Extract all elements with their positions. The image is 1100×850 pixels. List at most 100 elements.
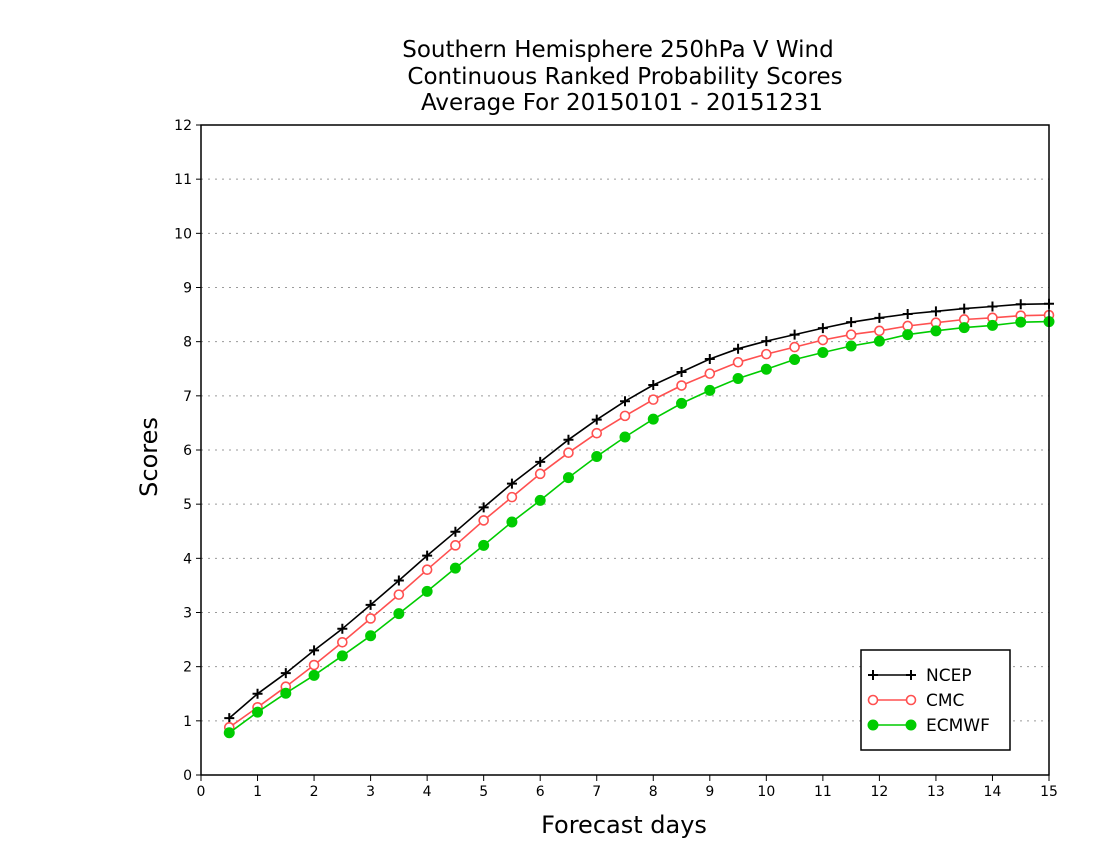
data-point-cmc — [789, 341, 800, 353]
plot-frame — [200, 124, 1050, 776]
x-tick-label: 1 — [253, 784, 262, 800]
gridlines — [201, 178, 1049, 722]
data-point-ncep — [563, 434, 574, 445]
data-point-ncep — [761, 336, 772, 347]
data-point-cmc — [591, 427, 603, 439]
data-point-ecmwf — [902, 329, 914, 341]
y-tick-label: 10 — [174, 226, 192, 242]
data-point-ncep — [930, 306, 941, 317]
data-point-ecmwf — [619, 431, 631, 443]
x-tick-label: 9 — [705, 784, 714, 800]
data-point-cmc — [534, 468, 546, 480]
x-tick-label: 13 — [927, 784, 945, 800]
x-tick-label: 14 — [984, 784, 1002, 800]
data-point-ecmwf — [478, 539, 490, 551]
data-point-ncep — [846, 317, 857, 328]
data-point-cmc — [845, 329, 857, 340]
data-point-ncep — [704, 354, 715, 364]
y-tick-label: 4 — [183, 551, 192, 567]
x-tick-label: 0 — [197, 784, 206, 800]
legend-label-ecmwf: ECMWF — [926, 716, 990, 736]
data-point-ncep — [422, 550, 433, 561]
data-point-ncep — [224, 713, 235, 724]
data-point-ecmwf — [704, 384, 716, 396]
data-point-ncep — [280, 668, 291, 679]
data-point-ncep — [393, 575, 404, 586]
x-tick-label: 2 — [310, 784, 319, 800]
legend-marker-ecmwf — [905, 719, 917, 731]
data-point-ncep — [535, 456, 546, 467]
data-point-ncep — [337, 623, 348, 634]
data-point-ecmwf — [676, 397, 688, 409]
data-point-ecmwf — [393, 608, 405, 620]
data-point-cmc — [619, 410, 631, 422]
legend-marker-ncep — [906, 670, 916, 680]
chart-title-line-2: Continuous Ranked Probability Scores — [407, 64, 842, 90]
data-point-ecmwf — [958, 322, 970, 334]
legend-marker-ncep — [868, 670, 878, 680]
data-point-ecmwf — [534, 494, 546, 506]
data-point-ecmwf — [591, 451, 603, 462]
data-point-cmc — [874, 325, 885, 337]
data-point-ecmwf — [280, 687, 292, 699]
data-point-cmc — [563, 447, 574, 459]
data-point-ecmwf — [365, 630, 377, 642]
data-point-ncep — [648, 380, 659, 390]
data-point-cmc — [817, 334, 829, 346]
data-point-ecmwf — [336, 650, 348, 662]
x-tick-label: 15 — [1040, 784, 1058, 800]
y-tick-label: 9 — [183, 281, 192, 297]
y-tick-label: 0 — [183, 768, 192, 784]
y-tick-label: 5 — [183, 497, 192, 513]
legend-entry-ncep: NCEP — [868, 666, 972, 686]
x-tick-label: 3 — [366, 784, 375, 800]
data-point-ncep — [365, 599, 376, 610]
x-tick-label: 5 — [479, 784, 488, 800]
data-point-ncep — [902, 309, 913, 320]
data-point-ncep — [987, 301, 998, 312]
x-tick-label: 11 — [814, 784, 832, 800]
legend-marker-ecmwf — [867, 719, 879, 731]
series-ncep — [224, 298, 1054, 724]
legend-marker-cmc — [905, 694, 917, 706]
y-tick-label: 12 — [174, 118, 192, 134]
data-point-ecmwf — [817, 347, 829, 358]
data-point-cmc — [337, 636, 348, 648]
y-tick-label: 8 — [183, 335, 192, 351]
data-point-ncep — [450, 526, 461, 537]
data-point-cmc — [902, 320, 913, 332]
data-point-cmc — [450, 540, 461, 551]
data-point-ecmwf — [760, 363, 772, 375]
data-point-ncep — [506, 478, 517, 489]
data-point-ncep — [959, 303, 970, 314]
data-point-ecmwf — [421, 585, 433, 597]
data-point-ncep — [591, 414, 602, 425]
x-axis-ticks: 0 1 2 3 4 5 6 7 8 9 10 11 12 13 14 15 — [197, 775, 1058, 800]
data-point-ncep — [1015, 299, 1026, 310]
data-point-ncep — [620, 396, 630, 407]
data-point-ncep — [478, 502, 489, 513]
x-tick-label: 8 — [649, 784, 658, 800]
data-point-ncep — [817, 323, 828, 334]
y-tick-label: 7 — [183, 389, 192, 405]
data-point-ecmwf — [789, 354, 801, 366]
data-point-ecmwf — [873, 335, 885, 347]
x-tick-label: 6 — [536, 784, 545, 800]
chart-title-line-1: Southern Hemisphere 250hPa V Wind — [402, 37, 833, 63]
data-point-cmc — [761, 348, 772, 360]
y-axis-title: Scores — [135, 417, 163, 497]
x-tick-label: 10 — [757, 784, 775, 800]
x-tick-label: 4 — [423, 784, 432, 800]
data-point-ecmwf — [449, 562, 461, 574]
data-point-cmc — [732, 356, 744, 368]
data-point-ecmwf — [252, 706, 264, 718]
data-point-cmc — [704, 368, 716, 379]
data-point-ecmwf — [562, 472, 574, 484]
data-point-cmc — [647, 394, 659, 405]
data-point-ncep — [676, 367, 687, 377]
x-axis-title: Forecast days — [541, 811, 707, 839]
legend-entries: NCEP CMC ECMWF — [867, 666, 990, 736]
data-point-cmc — [506, 491, 518, 503]
